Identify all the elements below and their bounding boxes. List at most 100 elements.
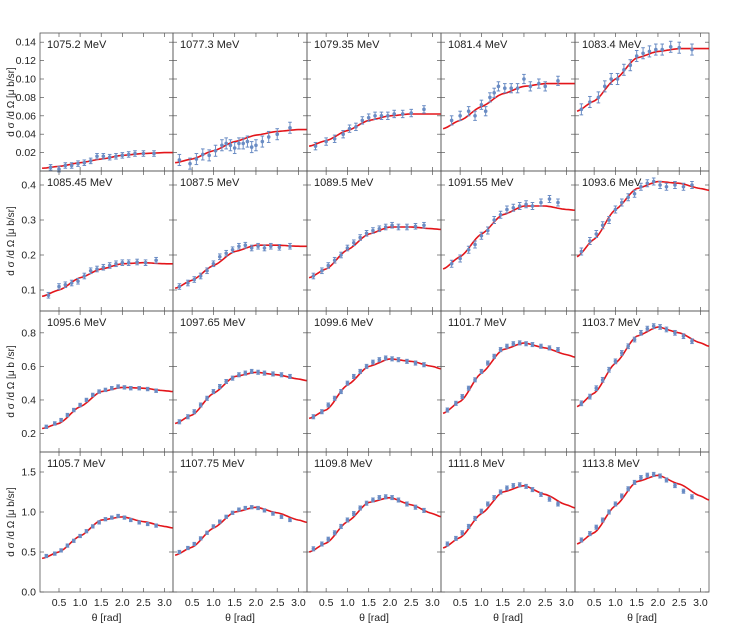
panel-energy-label: 1101.7 MeV [448,317,507,329]
data-point [405,225,409,229]
data-point [485,228,490,233]
data-point [445,408,450,412]
data-point [639,475,643,480]
fit-curve [308,358,442,420]
x-axis-label: θ [rad] [92,612,122,624]
data-point [237,507,241,512]
data-point [198,274,203,278]
data-point [137,520,142,525]
y-tick-label: 0.08 [16,92,37,104]
data-point [120,153,125,158]
data-point [97,520,101,525]
data-point [211,524,216,529]
data-point [228,143,233,148]
data-point [143,260,148,265]
data-point [345,246,350,250]
data-point [177,284,182,289]
panel-energy-label: 1077.3 MeV [180,39,240,51]
data-point [664,327,669,332]
data-point [422,107,426,112]
y-tick-label: 1.5 [21,467,36,479]
data-point [607,367,611,372]
x-tick-label: 1.0 [474,597,489,609]
data-point [78,403,82,407]
data-point [413,224,418,229]
data-point [647,49,652,54]
data-point [530,204,535,208]
data-point [230,511,235,515]
data-point [63,282,68,287]
data-point [613,359,618,364]
data-point [326,263,331,268]
data-point [69,163,74,168]
data-point [351,374,356,379]
x-tick-label: 0.5 [185,597,200,609]
panel-energy-label: 1103.7 MeV [582,317,641,329]
data-point [128,518,133,522]
data-point [383,225,388,229]
data-point [288,244,292,249]
panel-frame [574,170,710,312]
data-point [152,151,156,156]
fit-curve [41,261,173,298]
data-point [473,242,477,247]
y-tick-label: 0.06 [16,110,37,122]
data-point [269,244,273,249]
data-point [405,502,409,506]
data-point [479,509,484,513]
data-point [641,51,645,56]
y-axis-label: d σ /d Ω [μ b/sr] [6,67,17,137]
data-point [466,109,471,113]
fit-curve [576,180,710,258]
data-point [262,246,267,250]
data-point [177,158,182,162]
x-tick-label: 2.0 [383,597,398,609]
data-point [116,514,120,518]
data-point [69,281,74,285]
data-point [496,84,501,89]
panel-energy-label: 1095.6 MeV [47,317,107,329]
data-point [609,77,613,81]
data-point [71,539,76,543]
data-point [128,386,133,391]
data-point [358,235,362,240]
data-point [186,281,190,285]
data-point [320,268,324,273]
data-point [358,506,362,510]
data-point [673,183,677,187]
data-point [249,369,254,374]
data-point [339,524,343,529]
data-point [135,260,139,264]
data-point [243,371,248,375]
data-point [492,91,496,95]
data-point [543,84,548,89]
data-point [65,413,70,417]
fit-curve [41,386,174,430]
fit-curve [442,82,575,130]
x-axis-label: θ [rad] [359,612,389,624]
data-point [615,77,620,81]
data-point [192,542,197,546]
data-point [556,200,560,205]
x-tick-label: 2.5 [270,597,285,609]
x-tick-label: 1.5 [495,597,510,609]
data-point [213,148,218,153]
data-point [224,379,228,384]
data-point [217,384,222,389]
data-point [632,191,637,196]
data-point [505,207,509,212]
data-point [205,268,209,273]
data-point [114,154,118,159]
data-point [422,223,426,228]
data-point [530,342,535,347]
data-point [249,145,254,149]
data-point [607,510,611,514]
data-point [458,256,462,261]
data-point [78,534,82,538]
data-point [498,490,503,494]
data-point [95,154,99,159]
data-point [681,334,686,338]
data-point [466,247,471,252]
data-point [88,268,93,273]
data-point [262,371,267,375]
